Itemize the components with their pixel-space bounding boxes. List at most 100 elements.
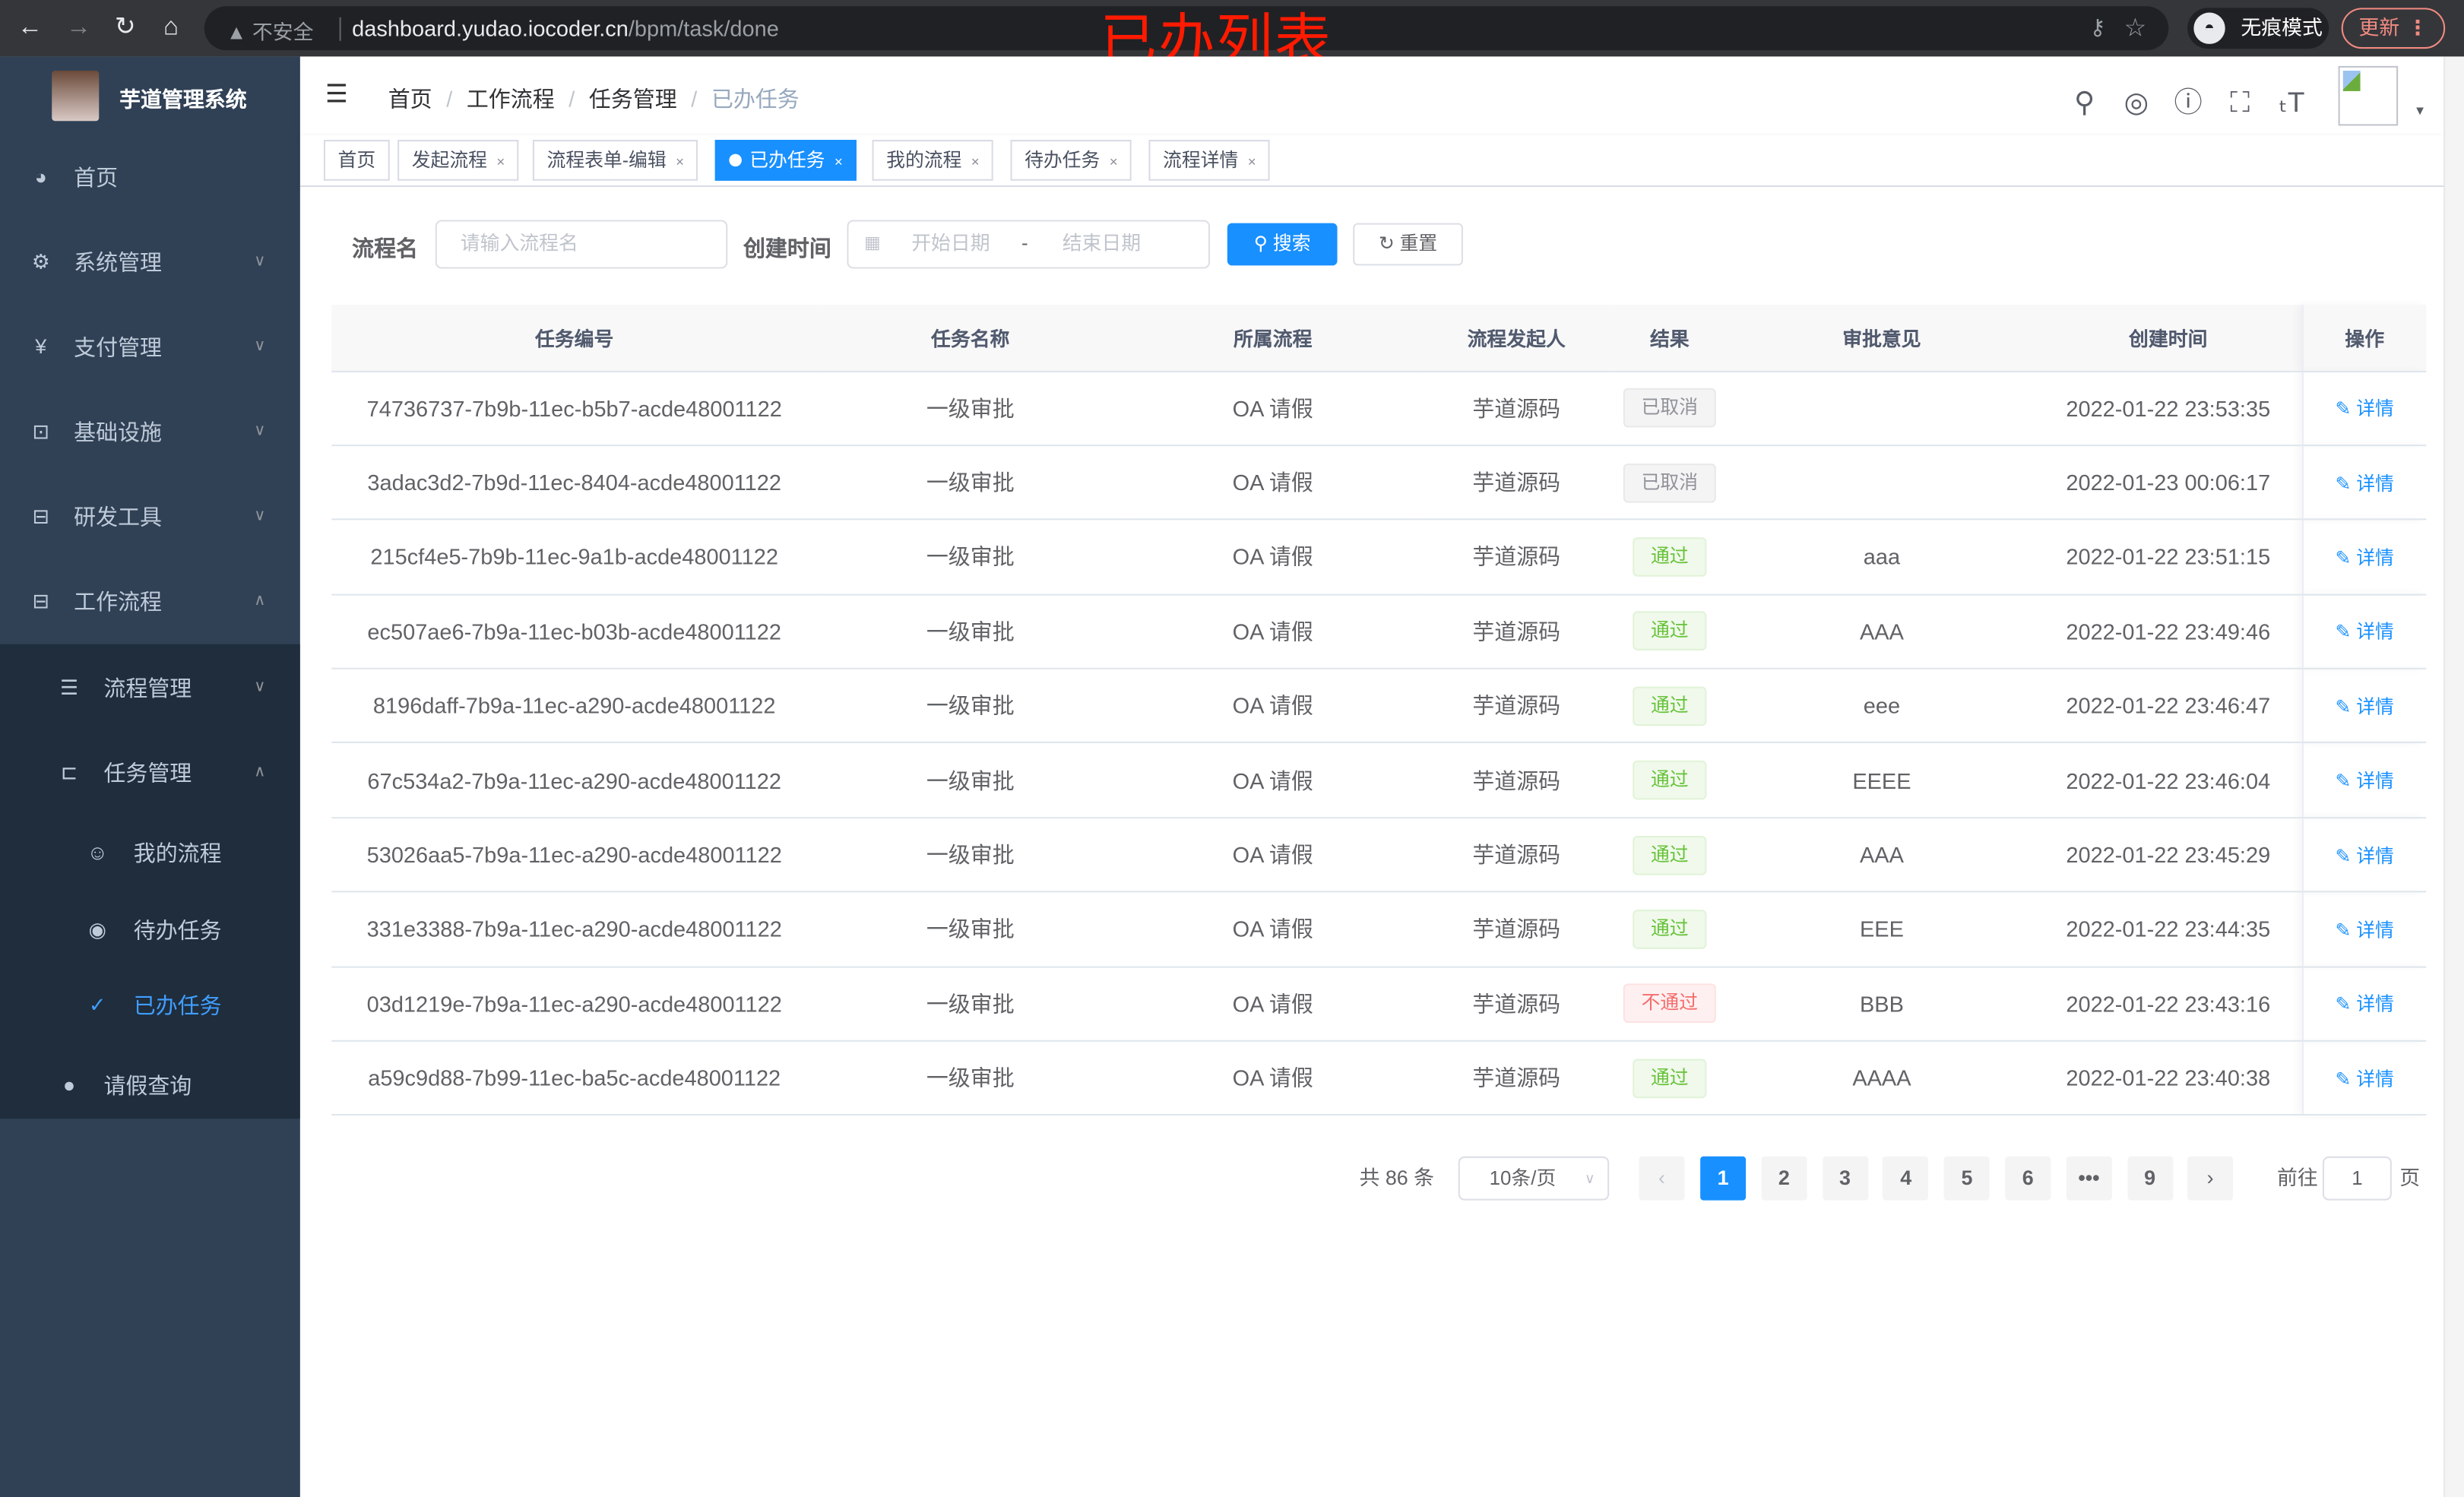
- detail-label: 详情: [2356, 472, 2394, 495]
- eye-icon: ◉: [88, 917, 106, 942]
- date-range-picker[interactable]: ▦ 开始日期 - 结束日期: [847, 220, 1211, 269]
- detail-link[interactable]: ✎ 详情: [2336, 1068, 2394, 1090]
- page-button[interactable]: 6: [2005, 1156, 2051, 1201]
- sidebar-item-label: 基础设施: [74, 419, 162, 445]
- reload-icon[interactable]: ↻: [114, 14, 136, 41]
- end-date-placeholder[interactable]: 结束日期: [1062, 233, 1142, 255]
- table-row: 53026aa5-7b9a-11ec-a290-acde48001122 一级审…: [331, 817, 2427, 893]
- tab-item[interactable]: 待办任务 ×: [1010, 140, 1132, 181]
- breadcrumb-item[interactable]: 任务管理: [588, 86, 677, 112]
- close-icon[interactable]: ×: [496, 153, 505, 170]
- table-row: a59c9d88-7b99-11ec-ba5c-acde48001122 一级审…: [331, 1040, 2427, 1116]
- update-button[interactable]: 更新 ⋮: [2341, 8, 2446, 49]
- page-scrollbar[interactable]: [2443, 56, 2464, 1497]
- home-icon[interactable]: ⌂: [163, 14, 179, 41]
- hamburger-icon[interactable]: ☰: [325, 81, 348, 109]
- start-date-placeholder[interactable]: 开始日期: [911, 233, 990, 255]
- edit-icon: ✎: [2335, 844, 2352, 867]
- page-button[interactable]: 2: [1761, 1156, 1807, 1201]
- help-icon[interactable]: ⓘ: [2174, 86, 2203, 119]
- search-button[interactable]: ⚲ 搜索: [1227, 223, 1338, 266]
- avatar[interactable]: [2338, 65, 2399, 126]
- detail-link[interactable]: ✎ 详情: [2336, 546, 2394, 568]
- breadcrumb-item[interactable]: 首页: [388, 86, 432, 112]
- task-name: 一级审批: [817, 891, 1124, 967]
- goto-page-input[interactable]: 1: [2322, 1156, 2392, 1201]
- sidebar-item[interactable]: ⊟ 研发工具 ∨: [0, 474, 300, 559]
- caret-down-icon[interactable]: ▼: [2413, 103, 2427, 119]
- tab-item[interactable]: 流程详情 ×: [1148, 140, 1271, 181]
- table-row: ec507ae6-7b9a-11ec-b03b-acde48001122 一级审…: [331, 593, 2427, 669]
- sidebar-item[interactable]: ⚙ 系统管理 ∨: [0, 220, 300, 305]
- starter: 芋道源码: [1422, 891, 1611, 967]
- breadcrumb-item[interactable]: 工作流程: [466, 86, 555, 112]
- sidebar-item[interactable]: ⊏ 任务管理 ∧: [0, 730, 300, 815]
- back-icon[interactable]: ←: [17, 14, 43, 41]
- people-icon: ☺: [87, 840, 108, 865]
- close-icon[interactable]: ×: [676, 153, 684, 170]
- sidebar-item[interactable]: ⊟ 工作流程 ∧: [0, 559, 300, 644]
- detail-link[interactable]: ✎ 详情: [2336, 397, 2394, 419]
- sidebar-item[interactable]: ☰ 流程管理 ∨: [0, 646, 300, 731]
- detail-link[interactable]: ✎ 详情: [2336, 993, 2394, 1015]
- task-id: 3adac3d2-7b9d-11ec-8404-acde48001122: [331, 445, 818, 521]
- search-icon[interactable]: ⚲: [2074, 86, 2095, 119]
- sidebar-item[interactable]: ◉ 待办任务: [0, 892, 300, 967]
- action-cell: ✎ 详情: [2301, 966, 2427, 1042]
- edit-icon: ✎: [2335, 770, 2352, 793]
- fullscreen-icon[interactable]: ⛶: [2230, 86, 2250, 119]
- forward-icon[interactable]: →: [65, 14, 91, 41]
- app-name: 芋道管理系统: [119, 87, 247, 112]
- logo[interactable]: 芋道管理系统: [0, 56, 300, 135]
- detail-link[interactable]: ✎ 详情: [2336, 472, 2394, 494]
- sidebar-item[interactable]: ◕ 首页: [0, 135, 300, 220]
- close-icon[interactable]: ×: [1109, 153, 1118, 170]
- chevron-icon: ∨: [254, 507, 266, 525]
- font-size-icon[interactable]: ₜT: [2279, 86, 2305, 119]
- page-button[interactable]: 1: [1700, 1156, 1747, 1201]
- close-icon[interactable]: ×: [834, 153, 843, 170]
- tab-active[interactable]: 已办任务 ×: [714, 140, 857, 181]
- more-pages-button[interactable]: •••: [2066, 1156, 2112, 1201]
- tab-item[interactable]: 我的流程 ×: [872, 140, 994, 181]
- sidebar-item[interactable]: ⊡ 基础设施 ∨: [0, 390, 300, 475]
- result-cell: 已取消: [1610, 370, 1729, 446]
- tab-item[interactable]: 发起流程 ×: [397, 140, 519, 181]
- sidebar-item[interactable]: ☺ 我的流程: [0, 815, 300, 891]
- page-button[interactable]: 4: [1883, 1156, 1929, 1201]
- process-name-input[interactable]: 请输入流程名: [435, 220, 728, 269]
- prev-page-button[interactable]: ‹: [1639, 1156, 1685, 1201]
- incognito-badge[interactable]: ◓ 无痕模式: [2187, 8, 2329, 49]
- process-name-label: 流程名: [352, 236, 418, 261]
- key-icon[interactable]: ⚷: [2089, 14, 2106, 40]
- github-icon[interactable]: ◎: [2124, 86, 2149, 119]
- action-cell: ✎ 详情: [2301, 370, 2427, 446]
- page-button[interactable]: 3: [1822, 1156, 1868, 1201]
- process-name: OA 请假: [1123, 891, 1423, 967]
- detail-link[interactable]: ✎ 详情: [2336, 919, 2394, 941]
- page-size-select[interactable]: 10条/页 ∨: [1458, 1156, 1610, 1201]
- detail-link[interactable]: ✎ 详情: [2336, 770, 2394, 792]
- sidebar-item[interactable]: ¥ 支付管理 ∨: [0, 305, 300, 390]
- sidebar-item-label: 请假查询: [103, 1073, 192, 1099]
- comment: [1728, 445, 2035, 521]
- address-bar[interactable]: ▲ 不安全 dashboard.yudao.iocoder.cn/bpm/tas…: [204, 6, 2169, 51]
- security-warning[interactable]: ▲ 不安全: [226, 16, 314, 46]
- tab-label: 发起流程: [411, 149, 487, 172]
- next-page-button[interactable]: ›: [2187, 1156, 2234, 1201]
- process-name-placeholder: 请输入流程名: [460, 233, 578, 255]
- tab-item[interactable]: 流程表单-编辑 ×: [532, 140, 698, 181]
- star-icon[interactable]: ☆: [2124, 15, 2147, 43]
- page-button[interactable]: 5: [1944, 1156, 1990, 1201]
- close-icon[interactable]: ×: [971, 153, 980, 170]
- detail-link[interactable]: ✎ 详情: [2336, 695, 2394, 717]
- close-icon[interactable]: ×: [1247, 153, 1256, 170]
- reset-button[interactable]: ↻ 重置: [1353, 223, 1463, 266]
- page-button[interactable]: 9: [2127, 1156, 2173, 1201]
- sidebar-item[interactable]: ● 请假查询: [0, 1043, 300, 1128]
- tab-item[interactable]: 首页: [323, 140, 390, 181]
- sidebar-item[interactable]: ✓ 已办任务: [0, 968, 300, 1043]
- column-header: 流程发起人: [1422, 305, 1611, 372]
- detail-link[interactable]: ✎ 详情: [2336, 621, 2394, 643]
- detail-link[interactable]: ✎ 详情: [2336, 844, 2394, 866]
